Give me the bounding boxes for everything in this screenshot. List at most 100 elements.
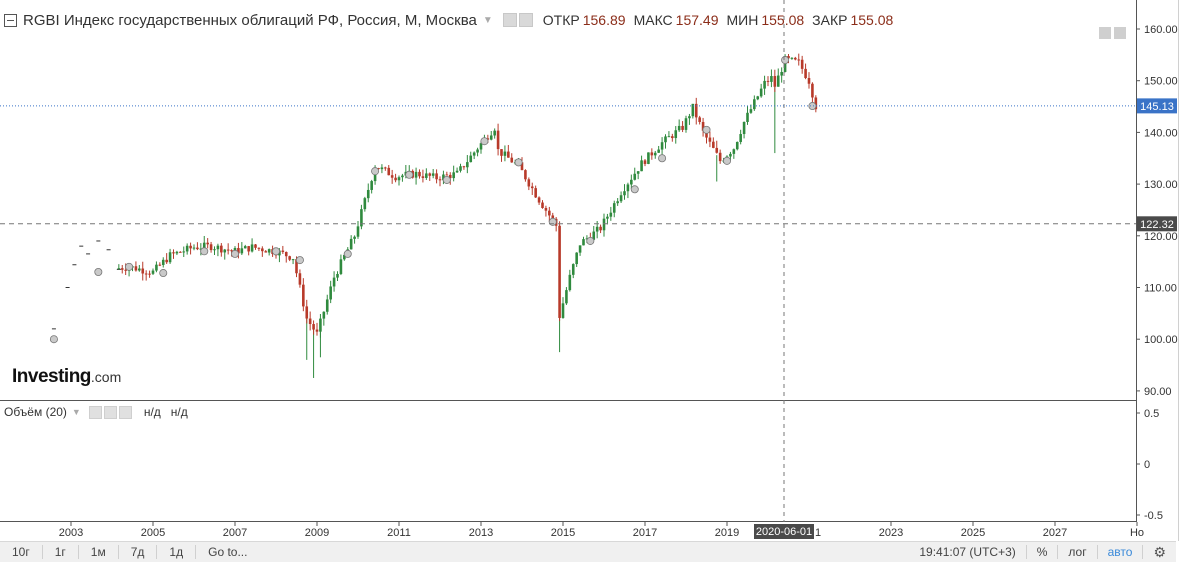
event-marker [405,170,414,179]
candle-body [612,203,616,213]
candle-body [794,57,797,60]
x-tick-label: 2023 [879,527,903,539]
candle-body [384,167,387,169]
candle-body [653,152,657,156]
pane-up-icon[interactable] [1099,27,1111,39]
candle-body [691,103,695,117]
event-marker [630,185,639,194]
log-toggle[interactable]: лог [1057,545,1096,559]
candle-body [414,171,418,178]
y-tick-label: 90.00 [1144,386,1172,398]
candle-body [780,71,783,76]
candle-body [148,273,151,275]
crosshair-price-text: 122.32 [1140,219,1174,231]
candle-body [445,174,449,176]
candle-body [520,162,524,171]
candle-body [356,226,360,237]
x-tick-label: Но [1130,527,1144,539]
event-marker [49,335,58,344]
candle-body [718,152,722,162]
candle-body [667,136,671,138]
candle-body [541,202,544,208]
volume-tick-label: 0 [1144,459,1150,471]
candle-body [797,59,801,61]
candle-body [776,75,780,87]
candle-body [787,56,790,59]
range-7d-button[interactable]: 7д [119,545,158,559]
candle-body [230,250,233,252]
candle-body [247,246,250,252]
high-value: 157.49 [675,12,719,28]
candle-body [343,255,346,260]
event-marker [480,137,489,146]
bottom-toolbar: 10г 1г 1м 7д 1д Go to... 19:41:07 (UTC+3… [0,541,1176,562]
y-tick-label: 120.00 [1144,231,1178,243]
candle-body [469,155,473,163]
candle-body [226,249,230,251]
volume-visibility-icon[interactable] [88,405,102,419]
range-1y-button[interactable]: 1г [43,545,79,559]
candle-body [329,286,332,300]
candle-body [199,248,203,250]
candle-body [701,121,705,131]
candle-body [814,97,818,110]
gear-icon[interactable]: ⚙ [1142,545,1176,559]
x-tick-label: 2013 [469,527,493,539]
range-1d-button[interactable]: 1д [157,545,197,559]
candle-body [643,160,647,164]
volume-close-icon[interactable] [118,405,132,419]
chevron-down-icon[interactable]: ▼ [482,14,493,26]
candle-body [763,80,766,89]
candle-body [319,318,322,332]
candle-body [120,268,124,270]
candle-body [138,268,141,271]
early-candles [51,240,121,330]
candle-body [732,149,736,154]
candle-body [452,172,455,179]
collapse-icon[interactable] [4,13,17,27]
candle-body [442,174,445,181]
settings-icon[interactable] [518,13,533,27]
percent-toggle[interactable]: % [1025,545,1058,559]
y-tick-label: 130.00 [1144,179,1178,191]
close-value: 155.08 [850,12,894,28]
candle-body [708,137,712,142]
candle-body [677,125,681,131]
event-marker [200,247,209,256]
candle-body [325,299,329,312]
low-label: МИН [726,12,759,28]
candle-body [397,177,401,181]
candle-body [237,248,240,254]
candle-body [633,173,637,180]
pane-down-icon[interactable] [1114,27,1126,39]
visibility-icon[interactable] [502,13,517,27]
candle-body [233,248,237,251]
candle-body [759,88,763,97]
candle-body [431,173,435,176]
candle-body [172,252,175,254]
candle-body [185,245,189,252]
candle-body [766,80,770,82]
volume-settings-icon[interactable] [103,405,117,419]
candle-body [715,147,719,153]
candle-body [496,130,500,150]
event-marker [586,236,595,245]
goto-button[interactable]: Go to... [208,545,248,559]
crosshair-date-text: 2020-06-01 [756,526,812,538]
event-markers [49,56,817,344]
event-marker [514,158,523,167]
candle-body [459,166,462,171]
candle-body [630,179,633,185]
auto-toggle[interactable]: авто [1096,545,1143,559]
candle-body [349,238,353,250]
event-marker [808,102,817,111]
candle-body [650,152,654,156]
candle-body [418,171,421,177]
range-1m-button[interactable]: 1м [79,545,119,559]
event-marker [94,267,103,276]
range-10y-button[interactable]: 10г [0,545,43,559]
candle-body [773,76,777,87]
volume-chevron-down-icon[interactable]: ▼ [71,407,81,417]
candle-body [288,256,291,260]
